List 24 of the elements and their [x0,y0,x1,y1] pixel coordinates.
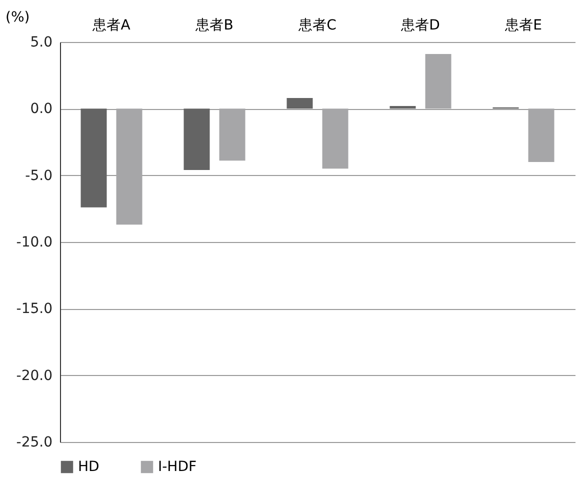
y-tick-label: -10.0 [16,234,52,250]
y-tick-label: 0.0 [30,101,52,118]
y-tick-label: -20.0 [16,368,52,384]
x-tick-label: 患者E [504,18,542,34]
legend-label: I-HDF [158,459,197,475]
x-tick-label: 患者A [92,18,131,34]
bar [286,98,313,109]
bar [322,108,348,169]
bar [116,108,142,225]
legend-label: HD [78,459,100,475]
bar [390,106,416,109]
y-tick-label: 5.0 [30,34,52,50]
x-tick-label: 患者C [298,18,337,34]
y-tick-label: -5.0 [25,168,52,184]
bar [528,108,554,162]
bar [425,54,452,109]
x-tick-label: 患者D [400,18,440,34]
x-tick-label: 患者B [194,18,234,34]
y-tick-label: -25.0 [16,434,52,450]
y-tick-label: -15.0 [16,301,52,318]
y-axis-title: (%) [6,10,30,26]
bar [219,108,246,161]
bar [184,108,210,170]
bar [80,108,107,208]
